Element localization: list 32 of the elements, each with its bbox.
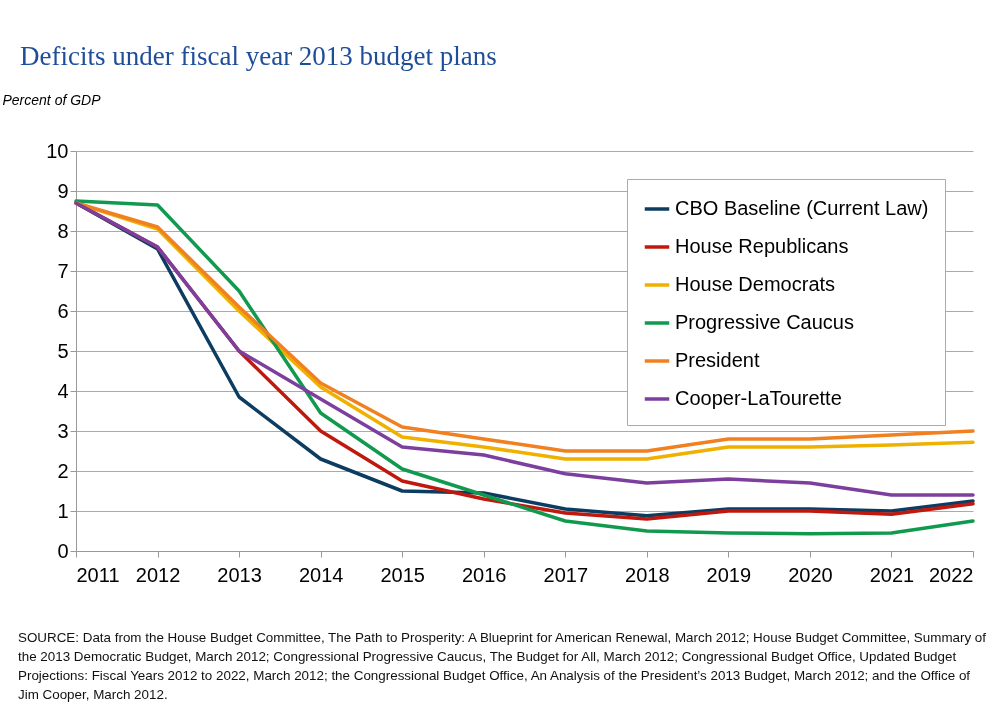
y-tick-label: 5	[57, 339, 69, 362]
x-tick-label: 2015	[380, 563, 425, 586]
y-tick-label: 0	[57, 539, 69, 562]
legend-label: House Republicans	[675, 235, 849, 257]
chart-title: Deficits under fiscal year 2013 budget plans	[20, 41, 497, 71]
x-tick-label: 2018	[625, 563, 670, 586]
x-tick-label: 2020	[788, 563, 833, 586]
source-note: SOURCE: Data from the House Budget Committee, The Path to Prosperity: A Blueprint for American Renewal, March 2012; House Budget Committee, Summary of the 2013 Democratic Budget, March 2012; Congressional Progressive Caucus, The Budget for All, March 2012; Congressional Budget Office, Updated Budget Projections: Fiscal Years 2012 to 2022, March 2012; the Congressional Budget Office, An Analysis of the President’s 2013 Budget, March 2012; and the Office of Jim Cooper, March 2012.	[18, 629, 988, 704]
x-tick-label: 2019	[706, 563, 752, 586]
x-tick-label: 2011	[76, 563, 120, 586]
y-tick-label: 9	[57, 179, 69, 202]
legend-label: Cooper-LaTourette	[675, 387, 842, 409]
y-tick-label: 1	[57, 499, 69, 522]
legend-label: President	[675, 349, 760, 371]
x-tick-label: 2021	[869, 563, 915, 586]
x-tick-label: 2022	[929, 563, 974, 586]
x-tick-label: 2014	[298, 563, 344, 586]
y-tick-label: 4	[57, 379, 69, 402]
y-axis-title: Percent of GDP	[2, 91, 102, 108]
y-tick-label: 7	[57, 259, 69, 282]
x-tick-label: 2013	[217, 563, 262, 586]
y-tick-label: 3	[57, 419, 69, 442]
x-tick-label: 2016	[461, 563, 507, 586]
legend-label: CBO Baseline (Current Law)	[675, 197, 929, 219]
y-tick-label: 2	[57, 459, 69, 482]
y-tick-label: 10	[46, 139, 69, 162]
x-tick-label: 2017	[543, 563, 589, 586]
x-tick-label: 2012	[135, 563, 181, 586]
y-tick-label: 6	[57, 299, 69, 322]
legend-label: Progressive Caucus	[675, 311, 854, 333]
legend-label: House Democrats	[675, 273, 836, 295]
y-tick-label: 8	[57, 219, 69, 242]
